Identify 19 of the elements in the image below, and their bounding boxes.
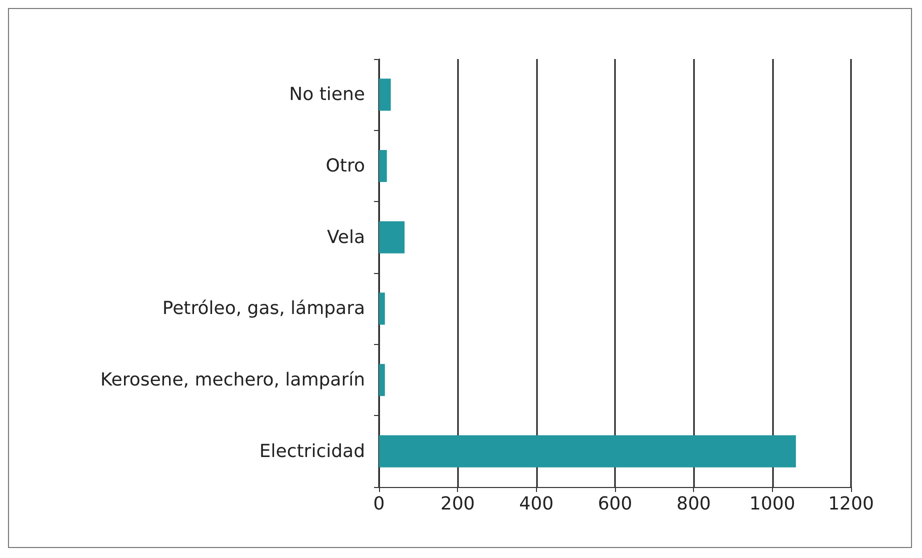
x-tick-label: 200: [440, 494, 475, 514]
bar: [379, 364, 385, 396]
x-tick-label: 600: [598, 494, 632, 514]
x-tick-label: 1200: [828, 494, 874, 514]
x-tick-label: 0: [373, 494, 385, 514]
y-tick-label: Kerosene, mechero, lamparín: [100, 370, 365, 390]
bar: [379, 78, 391, 111]
x-tick-label: 1000: [749, 494, 796, 514]
bar: [379, 150, 387, 182]
x-tick-label: 400: [519, 494, 554, 514]
x-tick-label: 800: [676, 494, 711, 514]
bar: [379, 292, 385, 325]
y-tick-label: Otro: [326, 156, 365, 176]
bar: [379, 221, 405, 254]
y-tick-label: Electricidad: [259, 440, 365, 462]
bar: [379, 435, 796, 468]
y-tick-label: Petróleo, gas, lámpara: [162, 298, 365, 320]
y-tick-label: No tiene: [289, 84, 365, 106]
y-tick-label: Vela: [326, 226, 365, 248]
